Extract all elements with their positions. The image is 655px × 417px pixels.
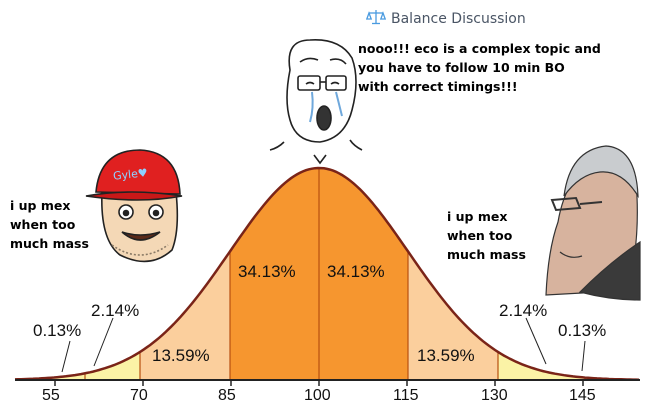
axis-tick-label: 55	[42, 387, 60, 404]
old-man-illustration	[545, 145, 641, 301]
caption-middle: nooo!!! eco is a complex topic and you h…	[358, 41, 601, 94]
tail-region-left	[15, 168, 85, 380]
header-title: Balance Discussion	[391, 11, 526, 27]
caption-right: i up mex when too much mass	[447, 209, 526, 262]
axis-tick-label: 145	[569, 387, 596, 404]
pct-tail-left: 2.14%	[91, 301, 140, 320]
pct-mid-left: 13.59%	[152, 346, 210, 365]
scale-icon	[365, 9, 387, 29]
pct-far-left: 0.13%	[33, 321, 82, 340]
axis-tick-label: 130	[481, 387, 508, 404]
pct-center-right: 34.13%	[327, 262, 385, 281]
axis-tick-label: 100	[304, 387, 331, 404]
app-header: Balance Discussion	[365, 9, 526, 29]
crying-wojak-illustration	[269, 39, 363, 165]
bell-curve-line	[14, 166, 640, 381]
pct-far-right: 0.13%	[558, 321, 607, 340]
x-axis-ticks	[54, 380, 584, 386]
caption-left: i up mex when too much mass	[10, 198, 89, 251]
pct-center-left: 34.13%	[238, 262, 296, 281]
axis-tick-label: 85	[218, 387, 236, 404]
axis-tick-label: 115	[393, 387, 419, 404]
pct-tail-right: 2.14%	[499, 301, 548, 320]
cap-wearer-illustration	[85, 149, 183, 263]
tail-leader-lines	[61, 317, 586, 373]
pct-mid-right: 13.59%	[417, 346, 475, 365]
axis-tick-label: 70	[130, 387, 148, 404]
